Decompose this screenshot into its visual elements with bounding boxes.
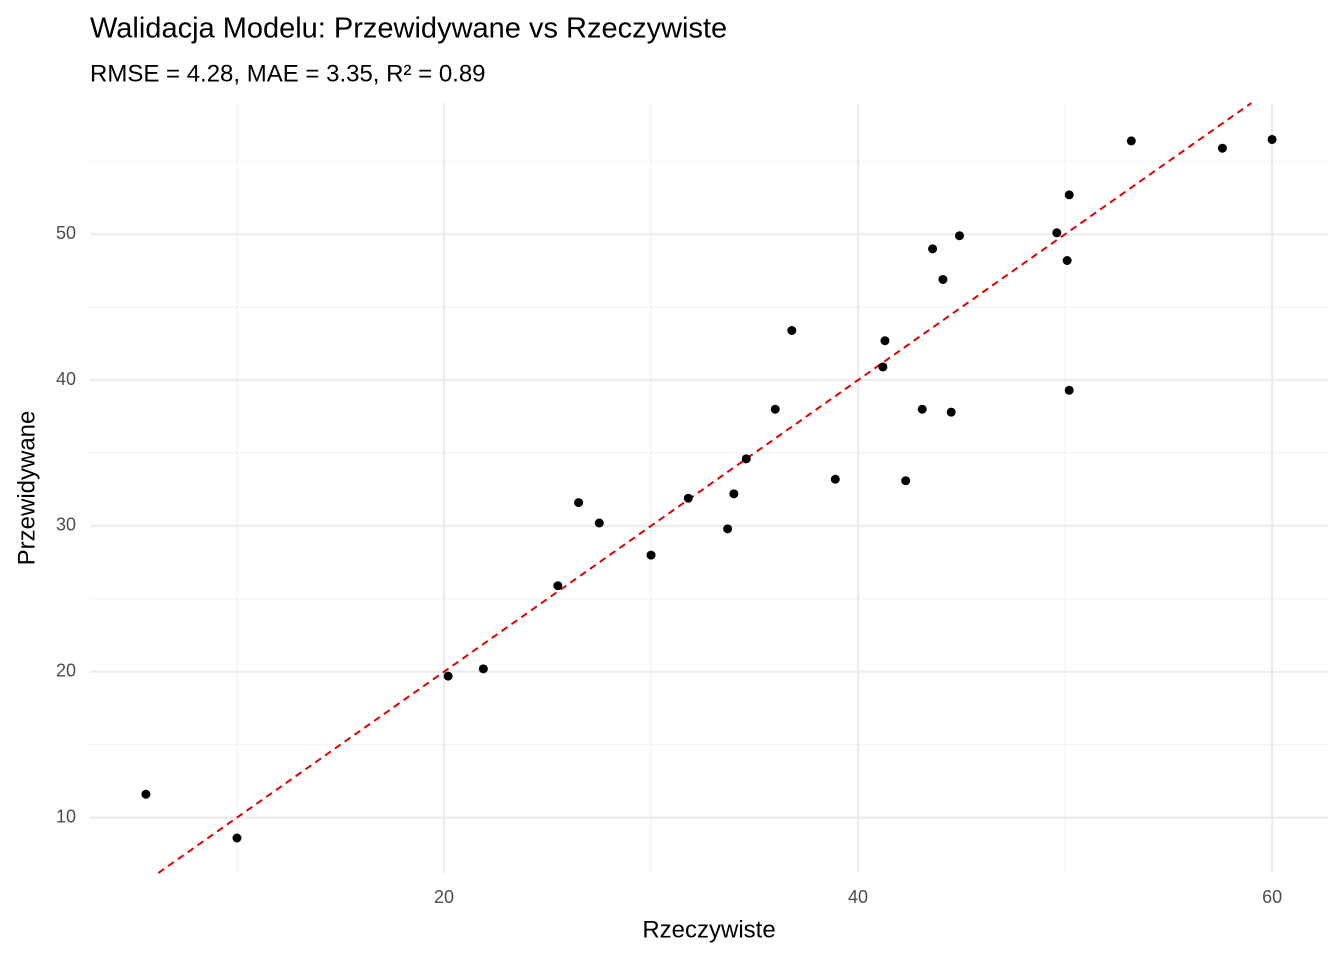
point [1062,256,1072,265]
point [928,244,938,254]
point [729,489,739,499]
point [901,476,911,486]
point [594,518,604,528]
y-tick-label: 10 [56,806,76,826]
x-tick-label: 60 [1262,887,1282,907]
x-tick-label: 20 [434,887,454,907]
point [1052,228,1062,238]
chart-subtitle: RMSE = 4.28, MAE = 3.35, R² = 0.89 [90,60,486,87]
point [787,326,797,335]
x-tick-label: 40 [848,887,868,907]
point [770,404,780,414]
y-tick-label: 50 [56,223,76,243]
reference-line [157,102,1252,874]
point [938,274,948,284]
point [1064,385,1074,395]
point [946,407,956,417]
point [683,493,693,503]
point [141,789,151,799]
point [954,231,964,241]
point [830,474,840,484]
point [1064,190,1074,200]
y-axis-label: Przewidywane [13,411,40,566]
point [741,454,751,464]
point [1126,136,1136,146]
point [917,404,927,414]
point [723,524,733,534]
y-tick-label: 40 [56,369,76,389]
x-axis-label: Rzeczywiste [642,916,775,943]
point [574,498,584,508]
point [478,664,488,674]
point [878,362,888,372]
point [553,581,563,591]
point [443,671,453,681]
point [646,550,656,560]
point [1217,143,1227,153]
y-tick-label: 30 [56,515,76,535]
chart-title: Walidacja Modelu: Przewidywane vs Rzeczy… [90,13,727,45]
point [880,336,890,346]
point [1267,134,1277,144]
y-tick-label: 20 [56,661,76,681]
point [232,833,242,843]
